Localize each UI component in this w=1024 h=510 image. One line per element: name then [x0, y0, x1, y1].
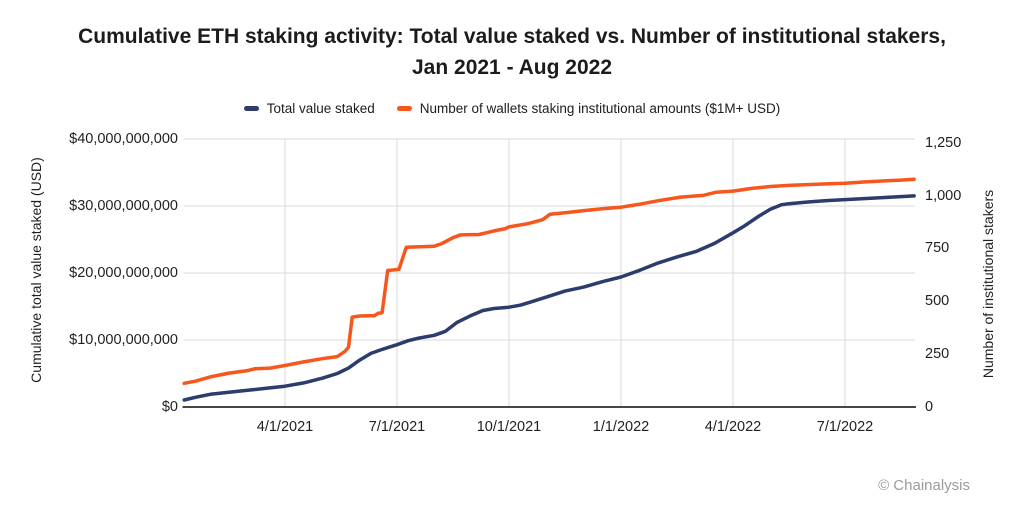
legend-swatch-navy: [243, 105, 259, 111]
x-tick-label: 4/1/2021: [256, 419, 314, 435]
legend-item-total-value-staked: Total value staked: [243, 100, 375, 116]
x-tick-label: 4/1/2022: [704, 419, 762, 435]
legend-label-total-value-staked: Total value staked: [266, 100, 375, 116]
y-left-tick-label: $20,000,000,000: [69, 265, 178, 281]
y-right-tick-label: 1,250: [925, 135, 962, 151]
y-right-tick-label: 750: [925, 240, 950, 256]
chart-title-line1: Cumulative ETH staking activity: Total v…: [78, 25, 946, 48]
y-left-tick-label: $30,000,000,000: [69, 198, 178, 214]
legend-label-institutional-wallets: Number of wallets staking institutional …: [419, 100, 781, 116]
y-right-tick-label: 1,000: [925, 188, 962, 204]
y-right-tick-label: 0: [925, 399, 934, 415]
series-line-institutional-wallets: [182, 177, 916, 386]
series-line-total-value-staked: [182, 194, 916, 402]
y-left-tick-label: $0: [161, 399, 178, 415]
y-left-tick-label: $40,000,000,000: [69, 131, 178, 147]
x-tick-label: 1/1/2022: [592, 419, 650, 435]
chart-title-line2: Jan 2021 - Aug 2022: [412, 56, 612, 79]
x-tick-label: 7/1/2022: [816, 419, 874, 435]
legend: Total value staked Number of wallets sta…: [0, 97, 1024, 119]
legend-swatch-orange: [396, 105, 412, 111]
y-left-axis-title: Cumulative total value staked (USD): [28, 157, 44, 383]
y-right-tick-label: 250: [925, 346, 950, 362]
y-right-axis-title: Number of institutional stakers: [980, 189, 996, 379]
y-right-tick-label: 500: [925, 293, 950, 309]
legend-item-institutional-wallets: Number of wallets staking institutional …: [396, 100, 781, 116]
y-left-tick-label: $10,000,000,000: [69, 332, 178, 348]
copyright-credit: © Chainalysis: [878, 477, 970, 494]
x-tick-label: 7/1/2021: [368, 419, 426, 435]
chart-title: Cumulative ETH staking activity: Total v…: [0, 21, 1024, 83]
x-tick-label: 10/1/2021: [476, 419, 542, 435]
